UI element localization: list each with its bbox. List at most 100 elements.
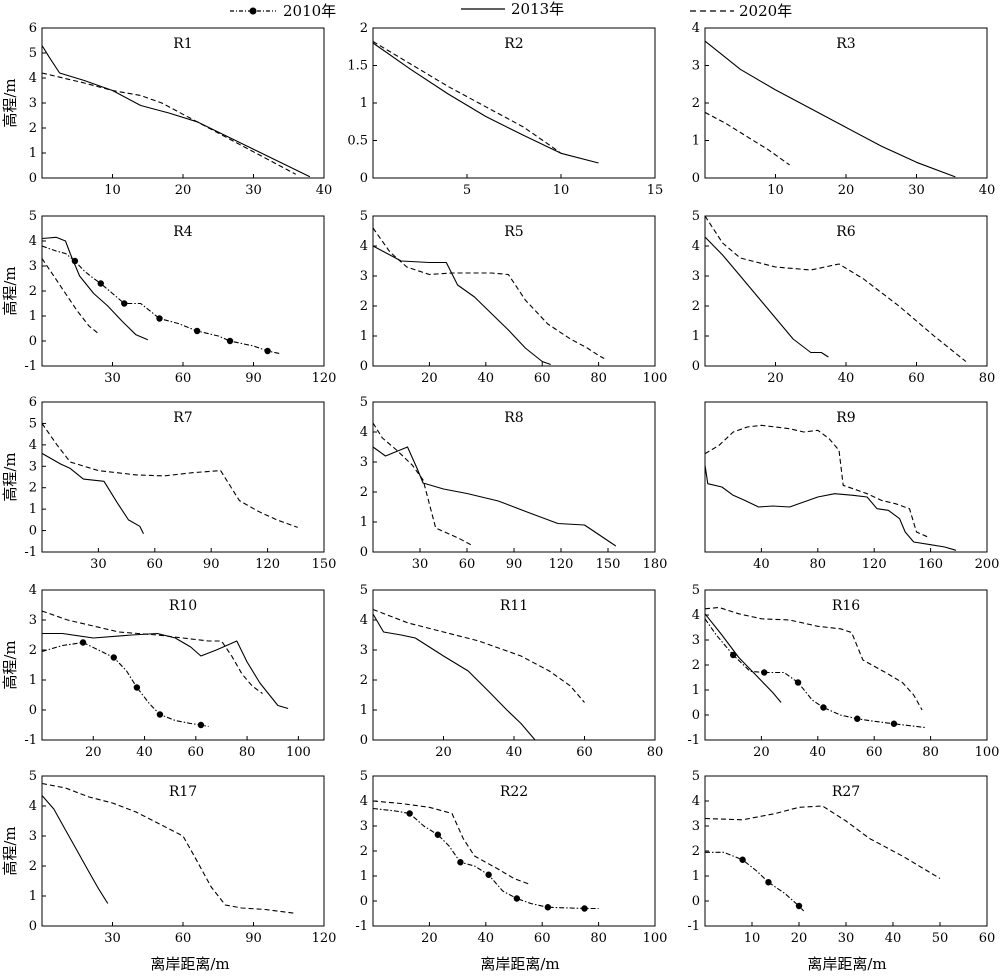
panel-title: R27 xyxy=(832,784,860,800)
legend-label-2010: 2010年 xyxy=(283,2,336,20)
data-point xyxy=(581,905,588,912)
y-tick-label: 4 xyxy=(29,799,37,814)
x-tick-label: 160 xyxy=(918,557,943,572)
panel-title: R3 xyxy=(836,36,855,52)
x-tick-label: 40 xyxy=(810,745,827,760)
series-line-2020 xyxy=(41,610,263,694)
panel-title: R10 xyxy=(169,598,197,614)
y-tick-label: 4 xyxy=(360,425,368,440)
data-point xyxy=(121,300,128,307)
series-line-2020 xyxy=(372,227,605,359)
y-tick-label: 4 xyxy=(360,239,368,254)
series-line-2020 xyxy=(372,800,532,886)
x-tick-label: 150 xyxy=(596,557,621,572)
y-tick-label: 2 xyxy=(360,844,368,859)
y-tick-label: 2 xyxy=(29,643,37,658)
y-tick-label: 4 xyxy=(29,583,37,598)
x-axis-label-col2: 离岸距离/m xyxy=(480,955,559,973)
data-point xyxy=(761,669,768,676)
y-tick-label: 3 xyxy=(29,459,37,474)
series-line-2013 xyxy=(372,42,599,164)
y-tick-label: -1 xyxy=(687,733,700,748)
y-tick-label: 0 xyxy=(360,359,368,374)
data-point xyxy=(79,639,87,646)
x-tick-label: 100 xyxy=(975,745,1000,760)
y-tick-label: 1 xyxy=(692,134,700,149)
x-tick-label: 10 xyxy=(553,183,570,198)
x-tick-label: 20 xyxy=(175,183,192,198)
y-tick-label: 2 xyxy=(360,673,368,688)
data-point xyxy=(485,871,492,878)
y-tick-label: 2 xyxy=(29,284,37,299)
series-line-2013 xyxy=(41,45,311,178)
y-axis-label: 高程/m xyxy=(1,452,19,501)
y-tick-label: 2 xyxy=(692,96,700,111)
y-tick-label: 1 xyxy=(692,683,700,698)
panel-title: R22 xyxy=(500,784,528,800)
plot-frame xyxy=(41,401,325,553)
y-tick-label: 5 xyxy=(360,583,368,598)
panel-r7: R7 30 60 90 120 150 -1 0 1 2 3 4 5 6 高程/m xyxy=(1,395,336,572)
series-line-2020 xyxy=(372,41,562,154)
x-tick-label: 120 xyxy=(549,557,574,572)
y-tick-label: 2 xyxy=(29,481,37,496)
y-tick-label: 3 xyxy=(29,96,37,111)
x-tick-label: 80 xyxy=(239,745,256,760)
x-tick-label: 30 xyxy=(104,371,121,386)
y-tick-label: 3 xyxy=(360,819,368,834)
x-tick-label: 90 xyxy=(245,371,262,386)
y-tick-label: 4 xyxy=(692,21,700,36)
x-tick-label: 80 xyxy=(590,931,607,946)
y-axis-label: 高程/m xyxy=(1,78,19,127)
data-point xyxy=(765,879,772,886)
x-axis-label-col1: 离岸距离/m xyxy=(150,955,229,973)
x-tick-label: 40 xyxy=(885,931,902,946)
x-tick-label: 5 xyxy=(463,183,471,198)
x-tick-label: 20 xyxy=(753,745,770,760)
y-tick-label: 2 xyxy=(29,859,37,874)
y-tick-label: 3 xyxy=(692,819,700,834)
series-line-2013 xyxy=(704,613,782,703)
panel-r4: R4 30 60 90 120 -1 0 1 2 3 4 5 高程/m xyxy=(1,209,336,386)
y-tick-label: -1 xyxy=(355,919,368,934)
x-tick-label: 180 xyxy=(643,557,668,572)
y-tick-label: -1 xyxy=(24,733,37,748)
x-tick-label: 40 xyxy=(979,183,996,198)
x-tick-label: 120 xyxy=(862,557,887,572)
panel-r22: R22 20 40 60 80 100 -1 0 1 2 3 4 5 xyxy=(355,769,667,946)
y-tick-label: 2 xyxy=(29,121,37,136)
series-line-2010 xyxy=(705,851,805,912)
data-point xyxy=(434,831,442,838)
x-tick-label: 40 xyxy=(478,931,495,946)
x-tick-label: 80 xyxy=(922,745,939,760)
panel-title: R17 xyxy=(169,784,197,800)
y-tick-label: -1 xyxy=(24,545,37,560)
x-tick-label: 40 xyxy=(838,371,855,386)
y-tick-label: 2 xyxy=(360,299,368,314)
data-point xyxy=(156,711,164,718)
y-tick-label: 4 xyxy=(360,794,368,809)
series-line-2020 xyxy=(41,423,298,528)
data-point xyxy=(820,704,827,711)
y-tick-label: 4 xyxy=(360,613,368,628)
y-tick-label: 4 xyxy=(692,239,700,254)
data-point xyxy=(197,721,205,729)
x-tick-label: 80 xyxy=(647,745,664,760)
y-tick-label: 5 xyxy=(360,209,368,224)
series-line-2010 xyxy=(704,618,926,729)
series-line-2020 xyxy=(704,215,967,362)
data-point xyxy=(156,315,163,322)
x-axis-label-col3: 离岸距离/m xyxy=(807,955,886,973)
y-tick-label: 0 xyxy=(360,733,368,748)
data-point xyxy=(133,684,141,691)
y-tick-label: 6 xyxy=(29,395,37,410)
y-tick-label: 1 xyxy=(29,146,37,161)
y-tick-label: 2 xyxy=(360,21,368,36)
y-tick-label: 3 xyxy=(29,259,37,274)
series-line-2020 xyxy=(704,805,941,879)
y-tick-label: 2 xyxy=(692,844,700,859)
y-tick-label: 6 xyxy=(29,21,37,36)
x-tick-label: 20 xyxy=(838,183,855,198)
series-line-2020 xyxy=(41,72,297,175)
